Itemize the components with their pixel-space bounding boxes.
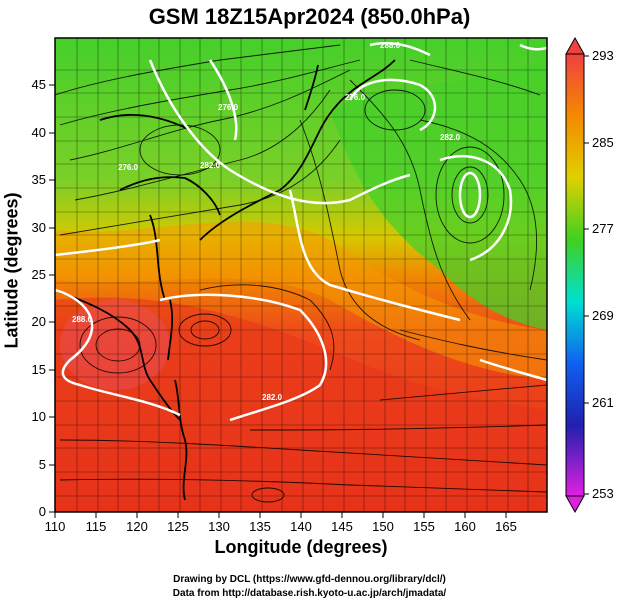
x-tick-label: 115 xyxy=(86,519,107,534)
y-tick-label: 5 xyxy=(39,457,46,472)
y-ticks xyxy=(49,84,55,513)
colorbar xyxy=(565,36,589,514)
temperature-contours xyxy=(55,41,547,422)
x-tick-label: 110 xyxy=(45,519,66,534)
credit-drawing: Drawing by DCL (https://www.gfd-dennou.o… xyxy=(173,574,446,585)
contour-label: 288.0 xyxy=(72,315,93,324)
contour-label: 282.0 xyxy=(200,161,221,170)
contour-label: 276.0 xyxy=(218,103,239,112)
contour-label: 276.0 xyxy=(345,93,366,102)
contour-label: 288.0 xyxy=(380,41,401,50)
colorbar-tick-label: 293 xyxy=(592,48,614,63)
x-tick-label: 125 xyxy=(167,519,189,534)
contour-label: 282.0 xyxy=(262,393,283,402)
x-tick-label: 135 xyxy=(249,519,271,534)
x-axis-label: Longitude (degrees) xyxy=(214,537,388,557)
x-tick-label: 120 xyxy=(126,519,148,534)
contour-label: 282.0 xyxy=(440,133,461,142)
colorbar-tick-label: 277 xyxy=(592,221,614,236)
x-tick-label: 155 xyxy=(413,519,435,534)
x-tick-label: 140 xyxy=(290,519,312,534)
colorbar-tick-label: 261 xyxy=(592,395,614,410)
map-title: GSM 18Z15Apr2024 (850.0hPa) xyxy=(148,4,471,29)
colorbar-tick-label: 269 xyxy=(592,308,614,323)
y-tick-label: 30 xyxy=(32,220,46,235)
x-tick-label: 150 xyxy=(372,519,394,534)
x-tick-label: 160 xyxy=(454,519,476,534)
contour-label: 276.0 xyxy=(118,163,139,172)
y-tick-label: 0 xyxy=(39,504,46,519)
x-tick-label: 130 xyxy=(208,519,230,534)
y-tick-label: 10 xyxy=(32,409,46,424)
coastlines xyxy=(55,59,396,501)
y-tick-label: 20 xyxy=(32,314,46,329)
y-tick-label: 25 xyxy=(32,267,46,282)
y-tick-label: 35 xyxy=(32,172,46,187)
y-tick-label: 45 xyxy=(32,77,46,92)
x-tick-label: 145 xyxy=(331,519,353,534)
colorbar-tick-label: 285 xyxy=(592,135,614,150)
temperature-field: 288.0 282.0 276.0 282.0 276.0 276.0 288.… xyxy=(55,38,547,512)
y-axis-label: Latitude (degrees) xyxy=(1,192,22,349)
colorbar-tick-label: 253 xyxy=(592,486,614,501)
x-ticks xyxy=(54,512,507,518)
x-tick-label: 165 xyxy=(495,519,517,534)
credit-data: Data from http://database.rish.kyoto-u.a… xyxy=(172,588,447,599)
y-tick-label: 15 xyxy=(32,362,46,377)
y-tick-label: 40 xyxy=(32,125,46,140)
